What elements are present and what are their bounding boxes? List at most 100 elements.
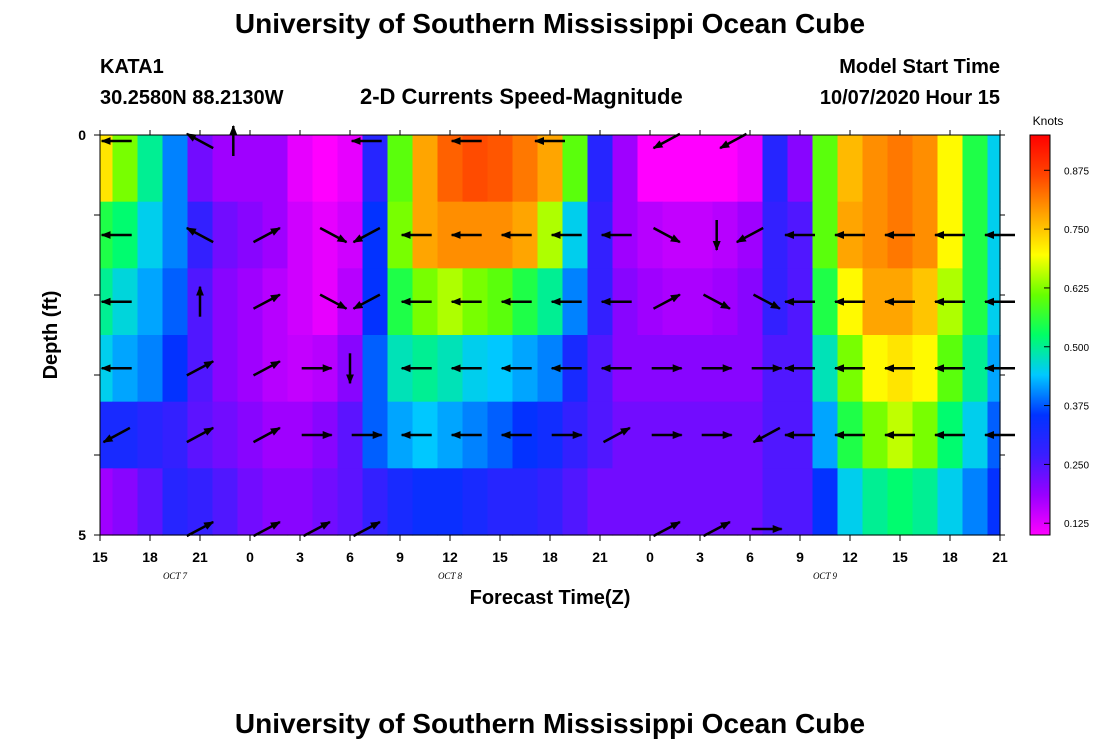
speed-cell xyxy=(137,201,164,269)
current-vector xyxy=(252,360,281,377)
speed-cell xyxy=(112,468,139,536)
speed-cell xyxy=(387,468,414,536)
current-vector xyxy=(752,426,781,444)
current-vector xyxy=(302,520,331,538)
speed-cell xyxy=(812,268,839,336)
speed-cell xyxy=(762,468,789,536)
colorbar-tick-label: 0.500 xyxy=(1064,343,1089,354)
x-tick-label: 18 xyxy=(142,549,158,565)
speed-cell xyxy=(237,335,264,403)
speed-cell xyxy=(362,335,389,403)
speed-cell xyxy=(437,468,464,536)
current-vector xyxy=(252,426,281,444)
speed-cell xyxy=(462,468,489,536)
colorbar-unit: Knots xyxy=(1033,114,1064,128)
speed-cell xyxy=(212,401,239,469)
speed-cell xyxy=(687,135,714,203)
speed-cell xyxy=(137,468,164,536)
speed-cell xyxy=(962,335,989,403)
colorbar-tick-label: 0.750 xyxy=(1064,225,1089,236)
speed-cell xyxy=(887,468,914,536)
current-vector xyxy=(352,520,381,538)
speed-cell xyxy=(912,268,939,336)
x-tick-label: 12 xyxy=(842,549,858,565)
current-vector xyxy=(186,520,215,538)
station-id: KATA1 xyxy=(100,56,164,78)
speed-cell xyxy=(987,135,1001,203)
speed-cell xyxy=(637,468,664,536)
x-tick-label: 6 xyxy=(746,549,754,565)
speed-cell xyxy=(337,268,364,336)
speed-cell xyxy=(337,135,364,203)
current-vector xyxy=(252,293,281,310)
speed-cell xyxy=(937,135,964,203)
speed-cell xyxy=(737,135,764,203)
speed-cell xyxy=(112,135,139,203)
speed-cell xyxy=(862,401,889,469)
speed-cell xyxy=(287,468,314,536)
colorbar-tick-label: 0.875 xyxy=(1064,166,1089,177)
speed-cell xyxy=(162,468,189,536)
speed-cell xyxy=(787,135,814,203)
speed-cell xyxy=(637,201,664,269)
speed-cell xyxy=(962,401,989,469)
x-tick-label: 3 xyxy=(696,549,704,565)
speed-cell xyxy=(137,135,164,203)
x-tick-label: 12 xyxy=(442,549,458,565)
colorbar-tick-label: 0.125 xyxy=(1064,519,1089,530)
speed-cell xyxy=(737,468,764,536)
speed-cell xyxy=(587,468,614,536)
x-tick-label: 9 xyxy=(796,549,804,565)
current-vector xyxy=(602,426,631,444)
station-coords: 30.2580N 88.2130W xyxy=(100,87,284,109)
speed-cell xyxy=(212,335,239,403)
speed-cell xyxy=(962,201,989,269)
speed-cell xyxy=(100,135,114,203)
footer-title: University of Southern Mississippi Ocean… xyxy=(234,708,866,739)
x-tick-label: 21 xyxy=(192,549,208,565)
model-start-time: 10/07/2020 Hour 15 xyxy=(819,87,1000,109)
speed-cell xyxy=(162,135,189,203)
x-tick-label: 0 xyxy=(246,549,254,565)
page-title: University of Southern Mississippi Ocean… xyxy=(234,8,866,39)
x-axis-label: Forecast Time(Z) xyxy=(470,587,631,609)
speed-cell xyxy=(937,468,964,536)
speed-cell xyxy=(687,468,714,536)
current-vector xyxy=(752,293,781,310)
speed-cell xyxy=(237,201,264,269)
current-vector xyxy=(352,293,381,310)
current-vector xyxy=(652,226,681,244)
current-vector xyxy=(652,132,681,150)
current-vector xyxy=(186,360,215,377)
speed-cell xyxy=(637,268,664,336)
speed-cell xyxy=(537,468,564,536)
x-tick-label: 15 xyxy=(892,549,908,565)
speed-cell xyxy=(862,268,889,336)
speed-cell xyxy=(387,135,414,203)
current-vector xyxy=(319,226,348,244)
speed-cell xyxy=(237,401,264,469)
speed-cell xyxy=(562,468,589,536)
speed-cell xyxy=(612,135,639,203)
chart-subtitle: 2-D Currents Speed-Magnitude xyxy=(360,84,683,109)
speed-cell xyxy=(587,135,614,203)
current-vector xyxy=(719,132,748,150)
speed-cell xyxy=(862,135,889,203)
speed-cell xyxy=(262,135,289,203)
speed-cell xyxy=(912,335,939,403)
speed-cell xyxy=(562,135,589,203)
speed-cell xyxy=(212,201,239,269)
current-vector xyxy=(252,226,281,244)
colorbar-tick-label: 0.250 xyxy=(1064,460,1089,471)
colorbar-scale xyxy=(1029,134,1051,536)
speed-cell xyxy=(287,201,314,269)
speed-cell xyxy=(812,401,839,469)
speed-cell xyxy=(812,335,839,403)
speed-cell xyxy=(912,201,939,269)
speed-cell xyxy=(862,335,889,403)
current-vector xyxy=(319,293,348,310)
speed-cell xyxy=(162,201,189,269)
speed-cell xyxy=(100,401,114,469)
speed-cell xyxy=(687,201,714,269)
